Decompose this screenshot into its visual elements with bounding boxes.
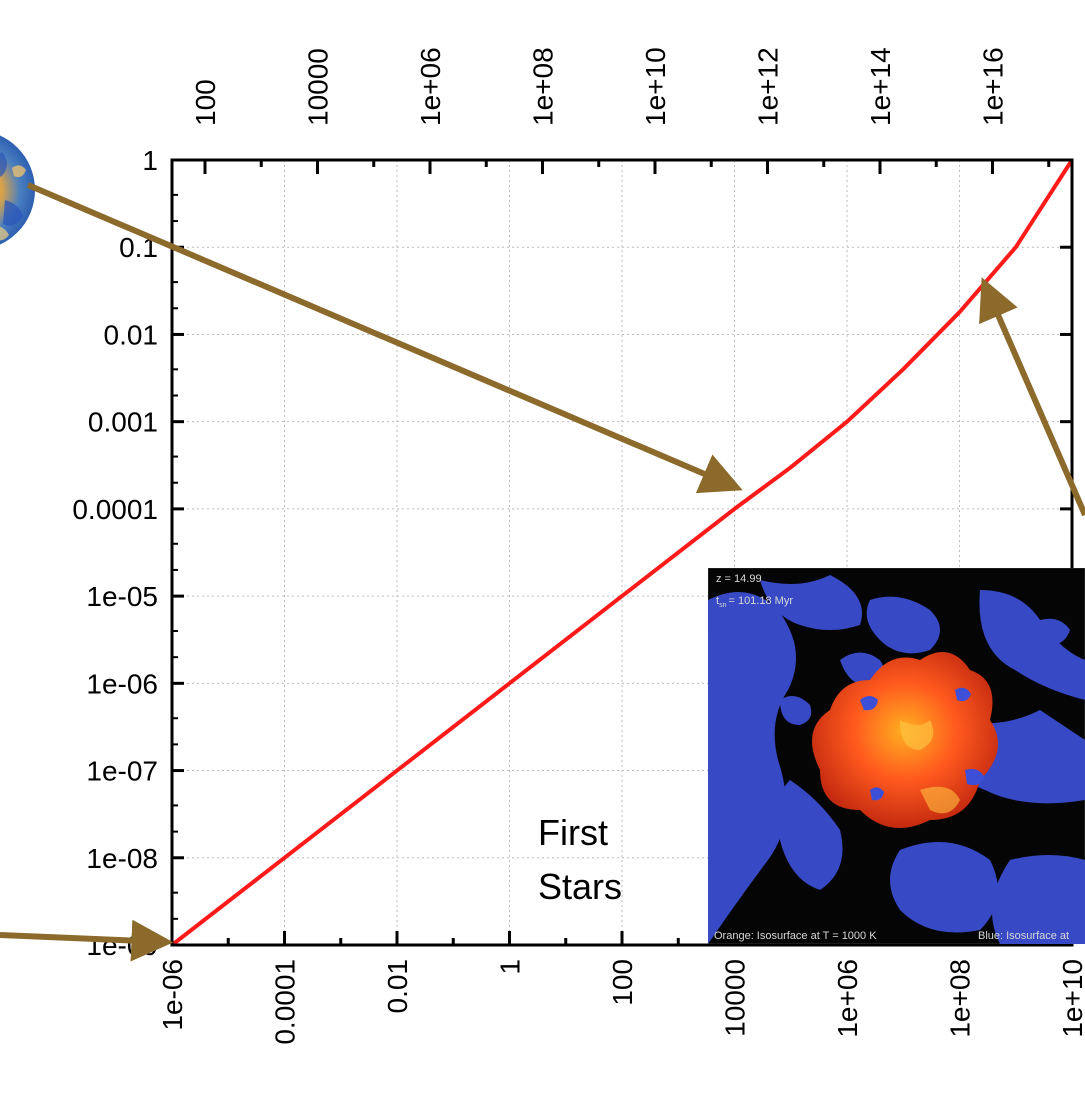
- cmb-sky-image: [0, 135, 35, 245]
- y-tick-label: 1e-08: [86, 843, 158, 874]
- inset-redshift-label: z = 14.99: [716, 573, 762, 585]
- inset-time-symbol: t: [716, 595, 719, 607]
- blue-knots: [860, 687, 985, 801]
- x-bottom-tick-label: 1e-06: [157, 959, 188, 1031]
- y-axis-tick-labels: 10.10.010.0010.00011e-051e-061e-071e-081…: [72, 145, 158, 961]
- y-tick-label: 1e-09: [86, 930, 158, 961]
- series-line-group: [170, 158, 1074, 947]
- arrow-right-to-curve: [979, 277, 1085, 517]
- x-top-tick-label: 1e+16: [978, 47, 1009, 126]
- inset-time-value: = 101.18 Myr: [728, 595, 793, 607]
- x-bottom-tick-label: 1e+08: [945, 959, 976, 1038]
- x-top-tick-label: 100: [190, 79, 221, 126]
- plot-frame: [170, 158, 1074, 947]
- inset-simulation-image: z = 14.99 tsn = 101.18 Myr Orange: Isosur…: [708, 568, 1085, 944]
- annotation-first-stars-line2: Stars: [538, 866, 622, 907]
- x-top-tick-label: 1e+08: [528, 47, 559, 126]
- x-top-tick-label: 1e+10: [640, 47, 671, 126]
- arrow-cmb-to-curve: [26, 182, 743, 494]
- x-bottom-tick-label: 1e+06: [832, 959, 863, 1038]
- plot-area: [170, 158, 1074, 947]
- x-bottom-tick-label: 1e+10: [1057, 959, 1085, 1038]
- arrow-bottom-left-to-origin: [0, 919, 174, 962]
- y-tick-label: 0.001: [88, 407, 158, 438]
- x-axis-bottom-tick-labels: 1e-06 0.0001 0.01 1 100 10000 1e+06 1e+08 1e+10: [157, 959, 1085, 1045]
- inset-time-subscript: sn: [719, 602, 727, 609]
- y-tick-label: 1e-06: [86, 668, 158, 699]
- blue-filaments: [708, 575, 1085, 944]
- y-tick-label: 1: [142, 145, 158, 176]
- x-bottom-tick-label: 0.01: [382, 959, 413, 1014]
- inset-time-label: tsn = 101.18 Myr: [716, 595, 793, 609]
- orange-bubble: [812, 652, 998, 828]
- x-bottom-tick-label: 10000: [720, 959, 751, 1037]
- x-top-tick-label: 1e+12: [753, 47, 784, 126]
- x-top-tick-label: 10000: [303, 48, 334, 126]
- x-axis-top-tick-labels: 100 10000 1e+06 1e+08 1e+10 1e+12 1e+14 1e+16: [190, 47, 1009, 126]
- y-tick-label: 0.0001: [72, 494, 158, 525]
- x-bottom-tick-label: 0.0001: [270, 959, 301, 1045]
- inset-caption-left: Orange: Isosurface at T = 1000 K: [714, 930, 877, 942]
- inset-caption-right: Blue: Isosurface at: [978, 930, 1069, 942]
- y-tick-label: 0.01: [104, 319, 159, 350]
- x-bottom-tick-label: 100: [607, 959, 638, 1006]
- x-top-tick-label: 1e+14: [865, 47, 896, 126]
- x-bottom-tick-label: 1: [495, 959, 526, 975]
- x-top-tick-label: 1e+06: [415, 47, 446, 126]
- annotation-arrows: [0, 182, 1085, 962]
- annotation-first-stars: First Stars: [538, 812, 622, 907]
- y-tick-label: 1e-07: [86, 756, 158, 787]
- annotation-first-stars-line1: First: [538, 812, 608, 853]
- y-tick-label: 1e-05: [86, 581, 158, 612]
- series-line: [170, 158, 1074, 947]
